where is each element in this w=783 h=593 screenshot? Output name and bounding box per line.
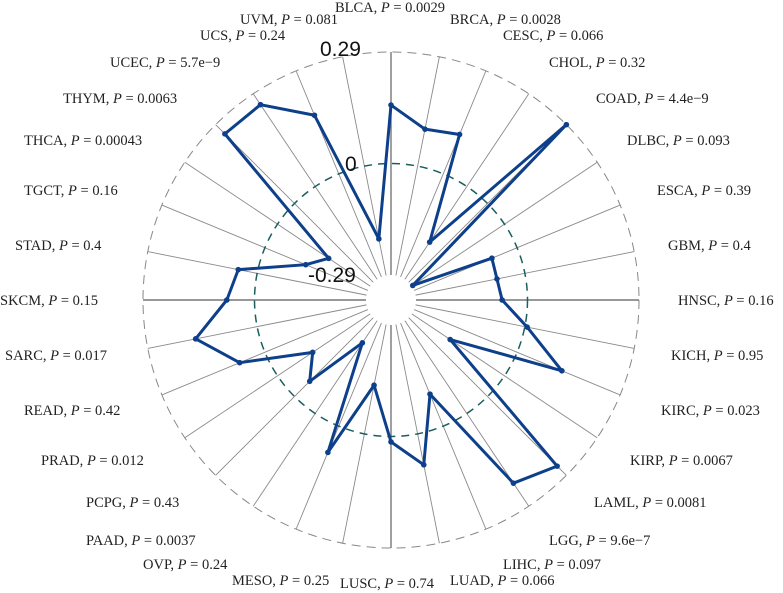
label-skcm: SKCM, P = 0.15	[0, 293, 98, 309]
point-blca	[388, 102, 394, 108]
label-chol: CHOL, P = 0.32	[549, 55, 645, 71]
label-thca: THCA, P = 0.00043	[24, 133, 142, 149]
zero-reference-circle	[253, 162, 529, 438]
spoke-pcpg	[215, 317, 374, 476]
point-gbm	[494, 276, 500, 282]
point-kirc	[559, 367, 565, 374]
label-meso: MESO, P = 0.25	[232, 573, 329, 589]
point-read	[236, 359, 243, 366]
label-kirp: KIRP, P = 0.0067	[630, 453, 733, 469]
spoke-chol	[404, 93, 530, 280]
point-meso	[371, 382, 377, 389]
point-chol	[426, 239, 433, 245]
point-uvm	[376, 236, 382, 242]
label-lihc: LIHC, P = 0.097	[503, 557, 601, 573]
point-kirp	[447, 336, 453, 343]
center-hole	[367, 276, 415, 324]
point-thca	[325, 255, 332, 262]
point-skcm	[224, 297, 230, 303]
point-esca	[489, 255, 495, 262]
point-paad	[359, 340, 366, 346]
point-kich	[524, 324, 530, 330]
point-ucs	[311, 112, 318, 119]
spoke-sarc	[147, 304, 367, 349]
point-dlbc	[409, 282, 416, 289]
label-uvm: UVM, P = 0.081	[240, 12, 338, 28]
point-pcpg	[306, 378, 313, 385]
point-coad	[563, 121, 570, 128]
point-ucec	[257, 101, 264, 108]
point-ovp	[325, 449, 331, 456]
spoke-prad	[184, 313, 371, 439]
label-pcpg: PCPG, P = 0.43	[86, 495, 179, 511]
label-brca: BRCA, P = 0.0028	[450, 12, 561, 28]
spoke-brca	[395, 56, 440, 276]
label-ovp: OVP, P = 0.24	[143, 557, 228, 573]
point-stad	[235, 266, 242, 273]
label-dlbc: DLBC, P = 0.093	[627, 133, 730, 149]
label-hnsc: HNSC, P = 0.16	[678, 293, 774, 309]
label-lgg: LGG, P = 9.6e−7	[549, 533, 650, 549]
spoke-read	[161, 309, 369, 396]
point-brca	[422, 126, 428, 132]
point-thym	[222, 131, 228, 137]
spoke-laml	[408, 317, 567, 476]
point-laml	[554, 463, 560, 469]
label-prad: PRAD, P = 0.012	[41, 453, 144, 469]
tick-label-zero: 0	[345, 153, 357, 176]
point-hnsc	[499, 297, 505, 303]
label-coad: COAD, P = 4.4e−9	[596, 91, 709, 107]
spoke-kirc	[413, 309, 621, 396]
spoke-kirp	[411, 313, 598, 439]
label-kich: KICH, P = 0.95	[671, 348, 763, 364]
label-stad: STAD, P = 0.4	[15, 238, 102, 254]
tick-label-min: -0.29	[308, 264, 356, 287]
label-kirc: KIRC, P = 0.023	[661, 403, 760, 419]
label-laml: LAML, P = 0.0081	[594, 495, 707, 511]
point-lusc	[388, 439, 394, 445]
point-lgg	[510, 480, 517, 486]
label-thym: THYM, P = 0.0063	[63, 91, 177, 107]
point-cesc	[456, 131, 463, 138]
point-tgct	[302, 261, 309, 268]
radar-series	[192, 101, 570, 486]
tick-label-max: 0.29	[320, 38, 361, 61]
label-cesc: CESC, P = 0.066	[503, 28, 603, 44]
point-lihc	[427, 391, 433, 397]
label-read: READ, P = 0.42	[24, 403, 120, 419]
label-tgct: TGCT, P = 0.16	[24, 183, 118, 199]
point-sarc	[192, 336, 199, 342]
label-lusc: LUSC, P = 0.74	[340, 576, 435, 592]
label-luad: LUAD, P = 0.066	[450, 573, 554, 589]
point-luad	[420, 461, 427, 468]
label-sarc: SARC, P = 0.017	[5, 348, 107, 364]
spoke-cesc	[400, 70, 487, 278]
label-esca: ESCA, P = 0.39	[657, 183, 751, 199]
label-ucs: UCS, P = 0.24	[200, 28, 286, 44]
label-paad: PAAD, P = 0.0037	[86, 533, 196, 549]
point-prad	[309, 349, 316, 356]
label-gbm: GBM, P = 0.4	[668, 238, 751, 254]
label-blca: BLCA, P = 0.0029	[335, 0, 445, 16]
label-ucec: UCEC, P = 5.7e−9	[110, 55, 220, 71]
